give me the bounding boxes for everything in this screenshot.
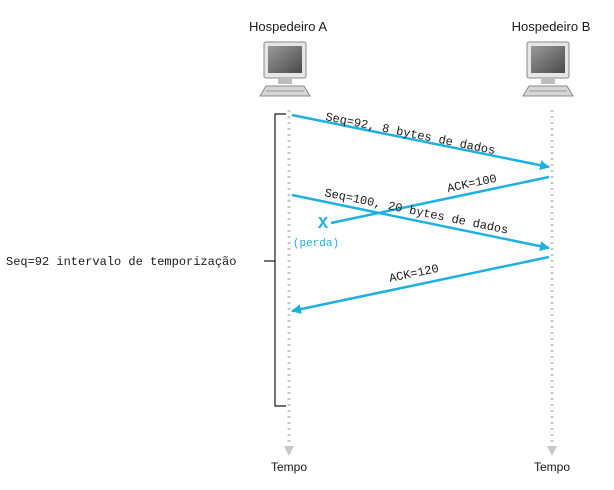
computer-icon (259, 41, 311, 97)
host-b-label: Hospedeiro B (512, 19, 591, 34)
loss-label: (perda) (293, 238, 339, 250)
message-arrow-seq92 (291, 113, 550, 171)
host-b-time-label: Tempo (534, 460, 570, 474)
message-label-seq100: Seq=100, 20 bytes de dados (323, 186, 509, 237)
message-arrow-ack120 (291, 255, 550, 315)
host-b-time-arrow (547, 446, 557, 456)
message-arrow-ack100 (330, 175, 550, 225)
host-a-time-arrow (284, 446, 294, 456)
timeout-bracket (274, 113, 286, 407)
timeout-label: Seq=92 intervalo de temporização (6, 255, 236, 269)
message-arrow-seq100 (291, 193, 550, 252)
host-a-label: Hospedeiro A (249, 19, 327, 34)
host-a-time-label: Tempo (271, 460, 307, 474)
message-label-seq92: Seq=92, 8 bytes de dados (324, 110, 496, 158)
loss-marker: X (318, 215, 329, 234)
computer-icon (522, 41, 574, 97)
